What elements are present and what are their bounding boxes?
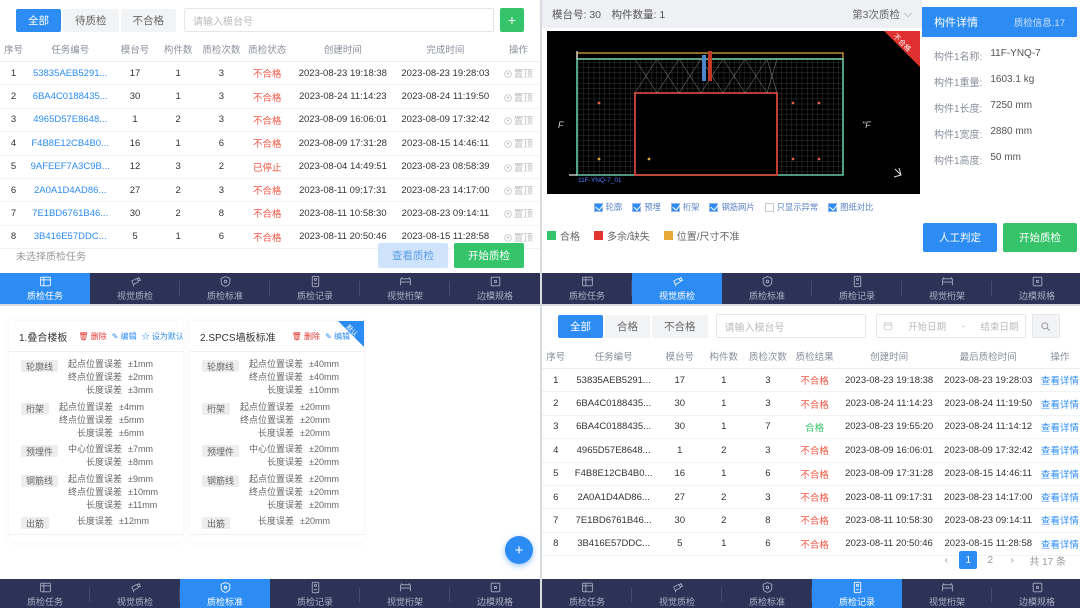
svg-text:"F: "F [862,120,871,130]
svg-text:11F-YNQ-7_01: 11F-YNQ-7_01 [578,177,622,184]
svg-text:F: F [558,120,564,130]
